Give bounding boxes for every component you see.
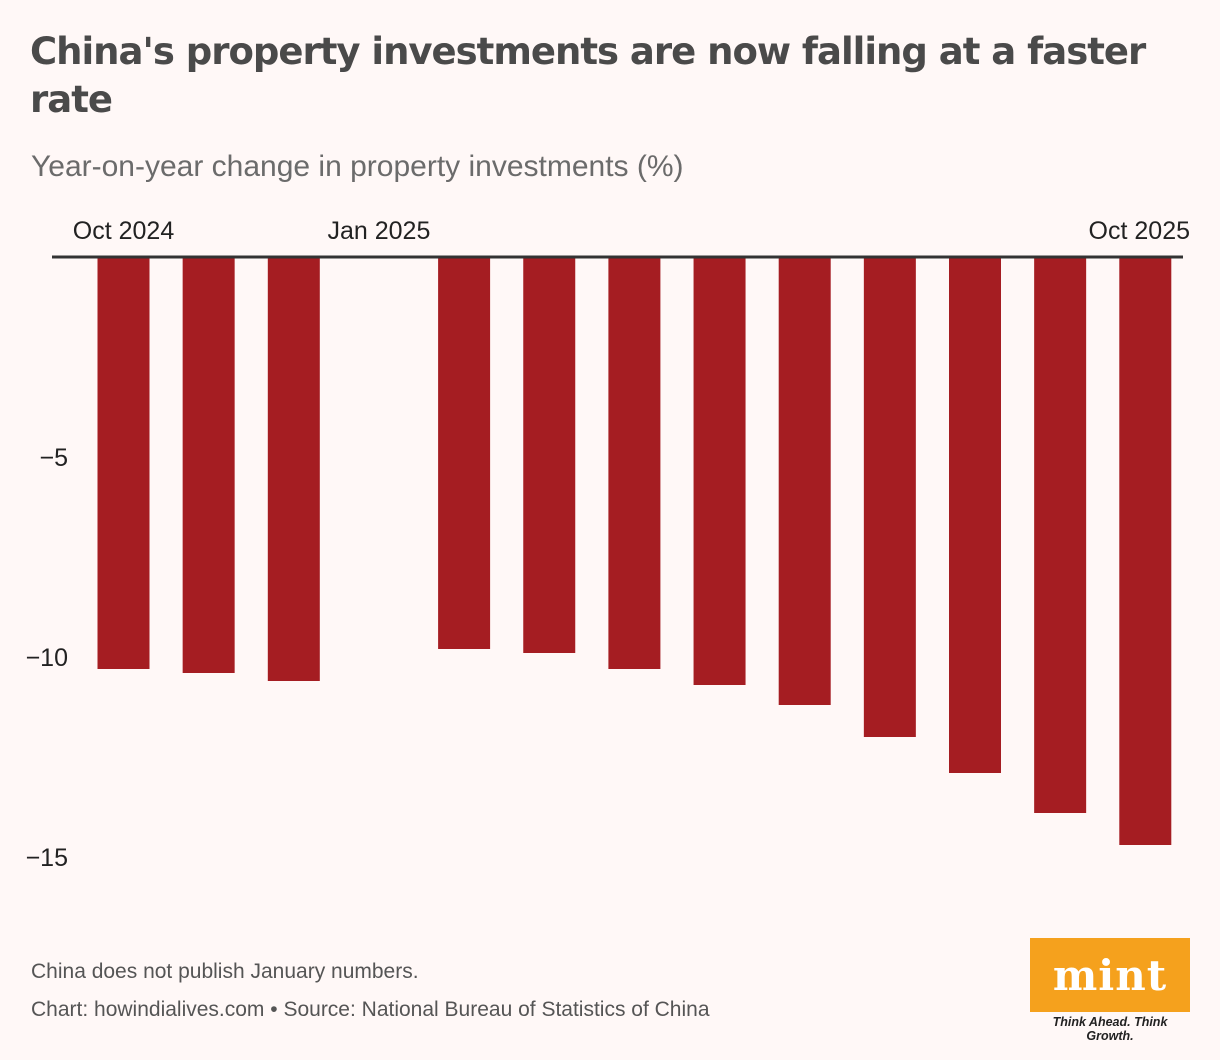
- x-tick-label: Jan 2025: [328, 217, 431, 245]
- bar-jun-2025: [778, 257, 831, 705]
- bar-dec-2024: [267, 257, 320, 681]
- source-credit: Chart: howindialives.com • Source: Natio…: [31, 998, 710, 1021]
- bar-apr-2025: [608, 257, 661, 669]
- bar-oct-2024: [97, 257, 150, 669]
- y-tick-label: −10: [26, 644, 68, 672]
- y-tick-label: −5: [39, 444, 68, 472]
- bar-nov-2024: [182, 257, 235, 673]
- bar-feb-2025: [438, 257, 491, 649]
- bar-jul-2025: [863, 257, 916, 737]
- logo-text: mint: [1052, 950, 1168, 1000]
- bar-chart: Oct 2024 Jan 2025 Oct 2025 −5 −10 −15: [26, 217, 1190, 872]
- logo-tagline: Think Ahead. Think Growth.: [1052, 1015, 1168, 1043]
- footnote: China does not publish January numbers.: [31, 960, 419, 983]
- bar-sep-2025: [1034, 257, 1087, 813]
- y-tick-label: −15: [26, 844, 68, 872]
- bar-aug-2025: [949, 257, 1001, 773]
- bar-mar-2025: [523, 257, 576, 653]
- mint-logo: mint: [1030, 938, 1190, 1012]
- bar-may-2025: [693, 257, 746, 685]
- x-tick-label: Oct 2024: [73, 217, 175, 245]
- x-tick-label: Oct 2025: [1089, 217, 1190, 245]
- chart-subtitle: Year-on-year change in property investme…: [31, 150, 684, 183]
- bar-oct-2025: [1119, 257, 1172, 845]
- chart-title: China's property investments are now fal…: [30, 30, 1146, 121]
